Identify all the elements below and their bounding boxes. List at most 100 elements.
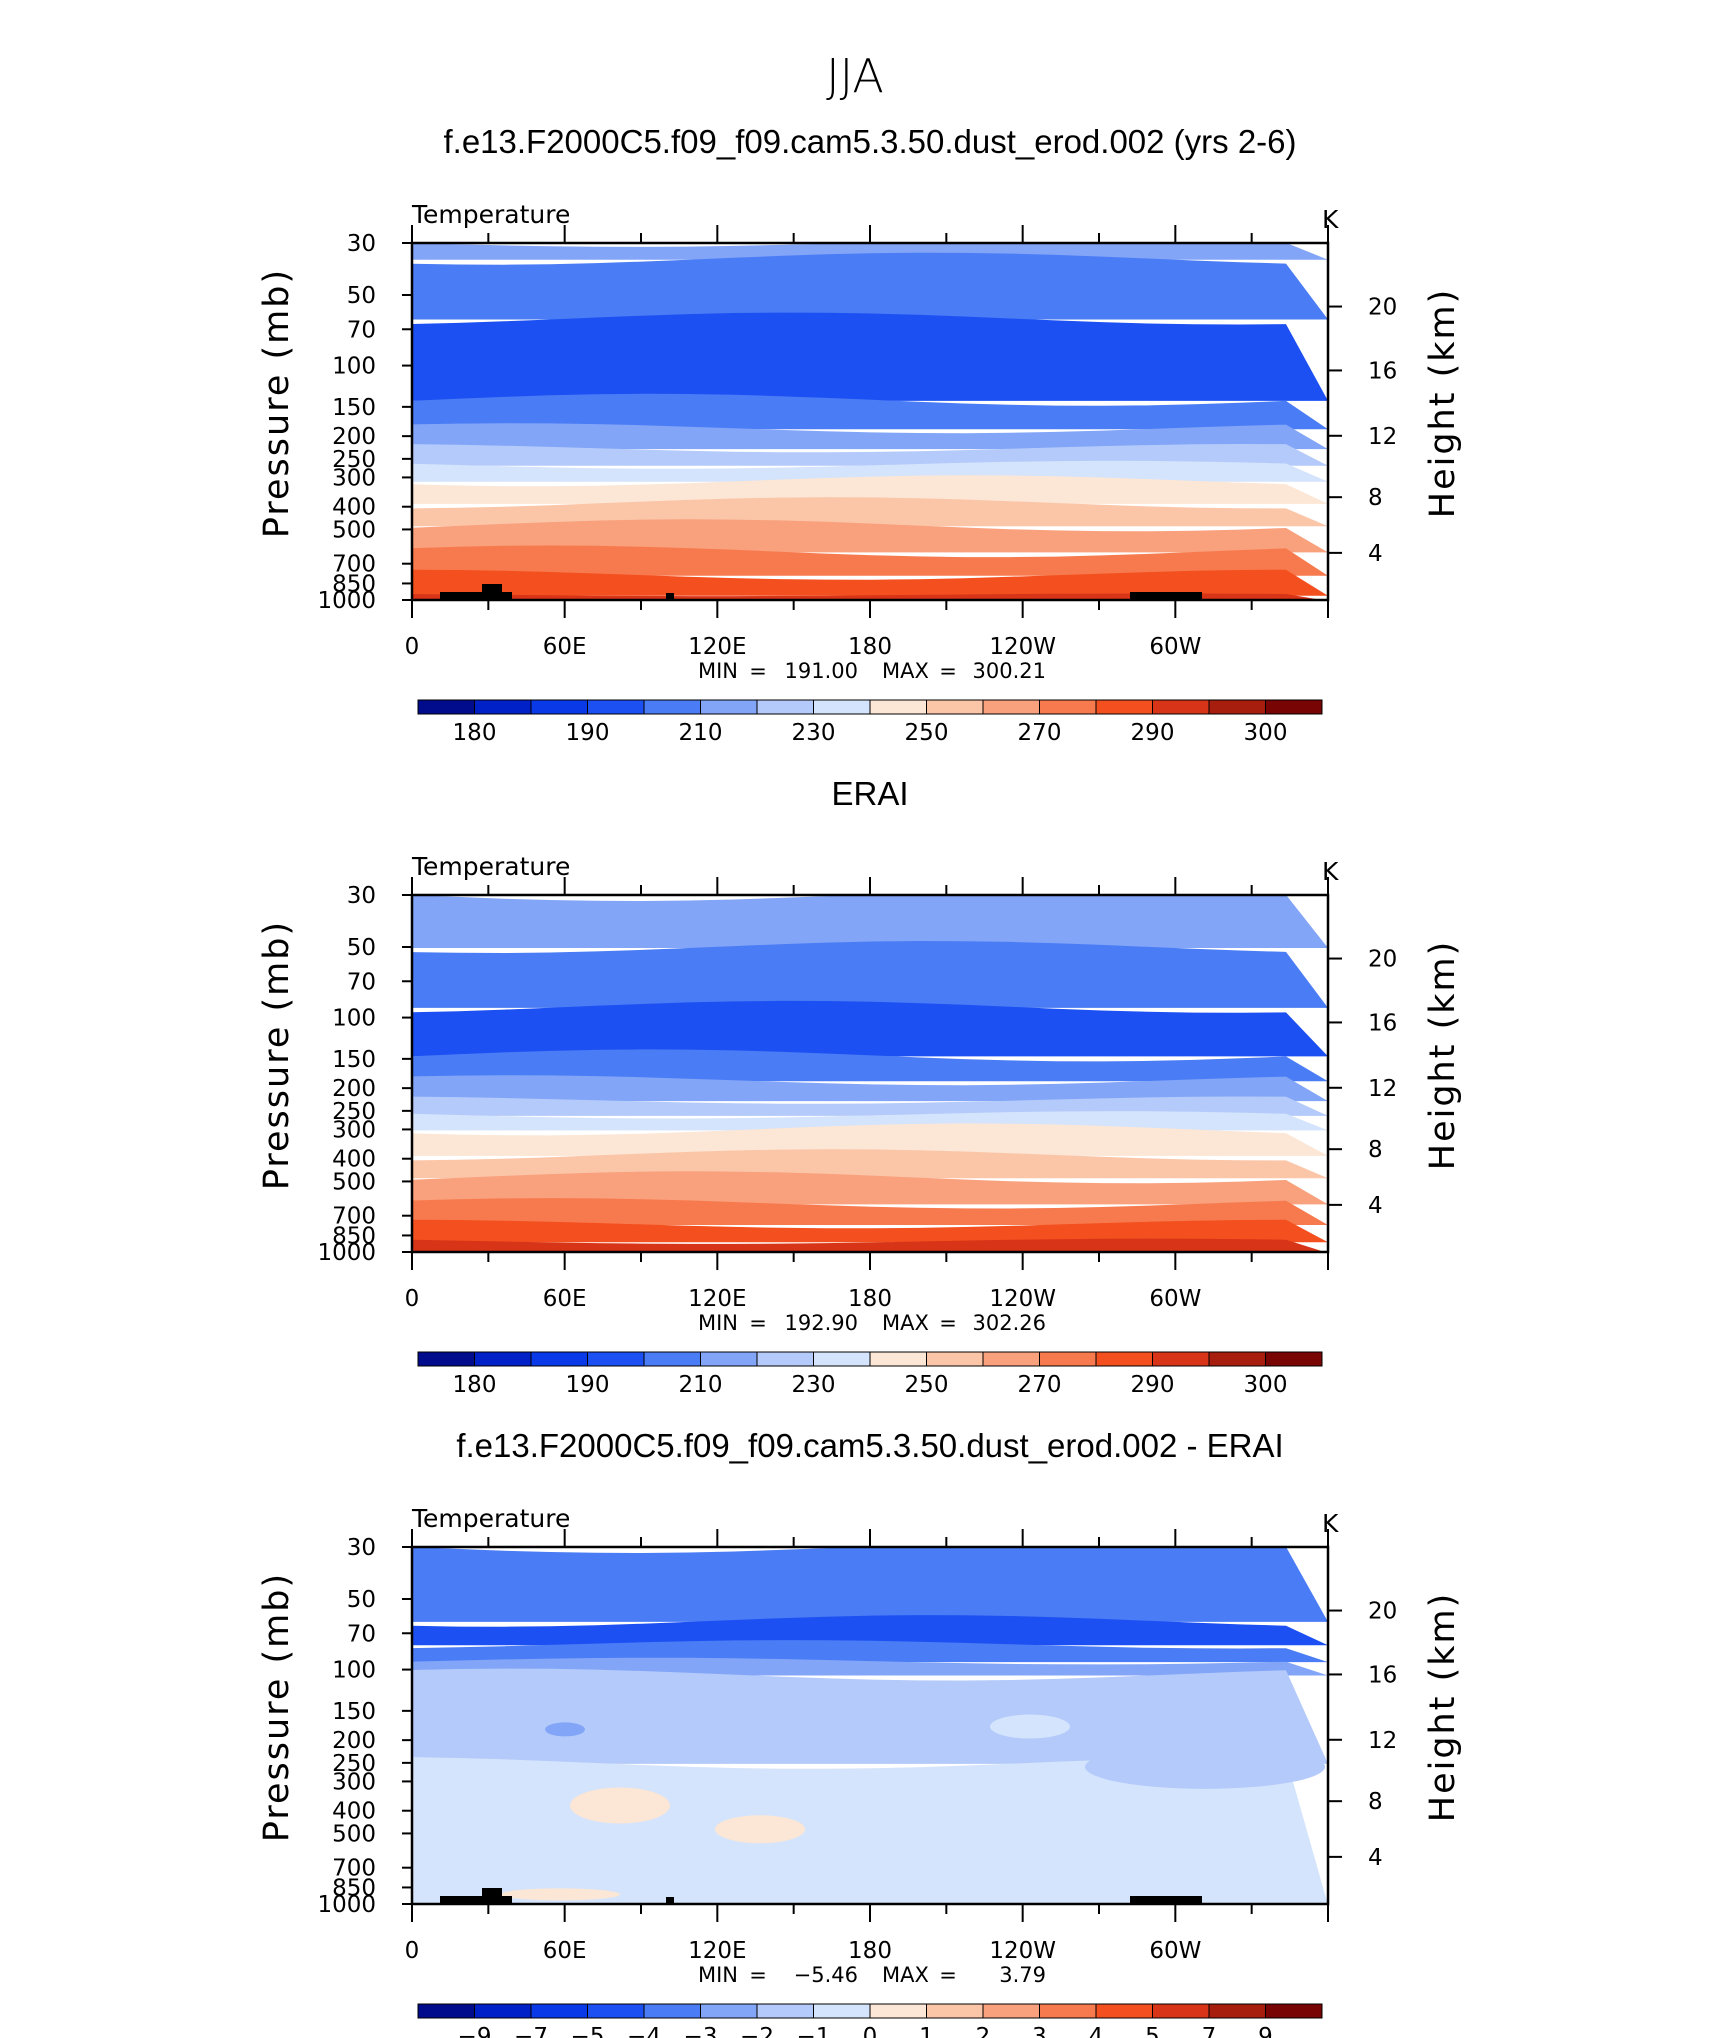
y-tick-label: 300 [332,465,376,491]
contour-band [412,1171,1328,1205]
y-tick-label: 50 [347,1587,376,1613]
colorbar-label: −2 [740,2024,774,2038]
max-value: 302.26 [973,1311,1046,1335]
y-tick-label: 100 [332,354,376,380]
y2-axis-title: Height (km) [1423,288,1463,519]
contour-band [412,593,1322,600]
y2-tick-label: 8 [1368,1789,1383,1815]
contour-patch [570,1787,670,1824]
y2-tick-label: 16 [1368,1662,1397,1688]
contour-band [412,497,1328,527]
y-tick-label: 400 [332,495,376,521]
x-tick-label: 60E [543,1286,587,1312]
colorbar-swatch [756,2003,814,2019]
orography [666,593,674,600]
contour-patch [500,1888,620,1901]
max-label: MAX [882,1963,929,1987]
colorbar-label: −9 [458,2024,492,2038]
contour-band [412,1149,1328,1179]
min-value: 192.90 [785,1311,858,1335]
y-tick-label: 150 [332,1699,376,1725]
contour-band [412,519,1328,553]
y2-tick-label: 16 [1368,358,1397,384]
contour-band [412,393,1328,430]
max-eq: = [939,1963,957,1987]
x-tick-label: 120W [989,1286,1056,1312]
y-tick-label: 70 [347,1621,376,1647]
panels: f.e13.F2000C5.f09_f09.cam5.3.50.dust_ero… [257,123,1463,2038]
colorbar-swatch [756,699,814,715]
colorbar-swatch [1265,2003,1323,2019]
orography [1130,592,1202,600]
colorbar-label: 180 [453,720,497,746]
y-tick-label: 150 [332,395,376,421]
max-eq: = [939,1311,957,1335]
x-tick-label: 120W [989,1938,1056,1964]
y-tick-label: 300 [332,1117,376,1143]
y-tick-label: 70 [347,969,376,995]
contour-field [412,895,1328,1252]
colorbar-swatch [530,699,588,715]
contour-band [412,1096,1328,1116]
colorbar-swatch [587,699,645,715]
orography [440,1896,512,1904]
colorbar-swatch [474,2003,532,2019]
colorbar-swatch [1095,699,1153,715]
y-axis-title: Pressure (mb) [257,268,297,538]
colorbar-label: 190 [566,720,610,746]
colorbar-swatch [1095,2003,1153,2019]
colorbar: 180 190 210 230 250 270 290 300 [417,1351,1323,1398]
colorbar-label: 250 [905,720,949,746]
y2-axis-title: Height (km) [1423,940,1463,1171]
y-tick-label: 1000 [317,588,376,614]
y-tick-label: 850 [332,1223,376,1249]
y-tick-label: 250 [332,1099,376,1125]
colorbar-swatch [643,1351,701,1367]
colorbar-swatch [1152,2003,1210,2019]
colorbar-swatch [926,1351,984,1367]
x-tick-label: 180 [848,1938,892,1964]
colorbar-swatch [700,699,758,715]
contour-band [412,1219,1328,1243]
y2-tick-label: 8 [1368,485,1383,511]
panel-2: ERAI Temperature K 0 60E 120E 180 120W 60W 30 50 70… [257,775,1463,1398]
orography [482,1888,502,1904]
contour-band [412,444,1328,466]
x-tick-label: 60W [1149,1286,1201,1312]
colorbar-swatch [1265,1351,1323,1367]
colorbar-label: −4 [627,2024,661,2038]
colorbar-label: 250 [905,1372,949,1398]
y-tick-label: 1000 [317,1240,376,1266]
contour-patch [990,1714,1070,1739]
contour-patch [545,1722,585,1737]
colorbar-label: 290 [1131,1372,1175,1398]
y2-tick-label: 8 [1368,1137,1383,1163]
colorbar-swatch [813,2003,871,2019]
colorbar-swatch [1208,699,1266,715]
panel-1: f.e13.F2000C5.f09_f09.cam5.3.50.dust_ero… [257,123,1463,746]
panel-title: ERAI [831,775,908,812]
x-tick-label: 60W [1149,1938,1201,1964]
y-tick-label: 150 [332,1047,376,1073]
colorbar-swatch [417,699,475,715]
max-label: MAX [882,659,929,683]
orography [1130,1896,1202,1904]
y-tick-label: 1000 [317,1892,376,1918]
y2-axis-title: Height (km) [1423,1592,1463,1823]
y-axis-title: Pressure (mb) [257,920,297,1190]
contour-band [412,312,1328,401]
y-tick-label: 30 [347,231,376,257]
y-tick-label: 400 [332,1799,376,1825]
y-tick-label: 200 [332,424,376,450]
x-tick-label: 120E [688,1938,746,1964]
y-tick-label: 200 [332,1728,376,1754]
y-tick-label: 250 [332,1751,376,1777]
field-label: Temperature [411,1504,570,1533]
x-tick-label: 60W [1149,634,1201,660]
contour-band [412,1123,1328,1156]
contour-band [412,1111,1328,1131]
orography [482,584,502,600]
y2-tick-label: 16 [1368,1010,1397,1036]
x-tick-label: 120E [688,634,746,660]
min-label: MIN [698,659,738,683]
